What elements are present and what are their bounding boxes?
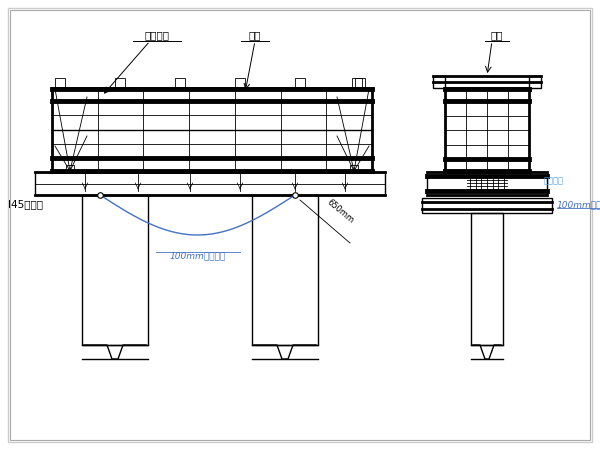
Text: 650mm: 650mm [325,198,355,225]
Bar [175,78,185,88]
Bar [35,172,385,195]
Text: 型鉢背枡: 型鉢背枡 [145,30,170,40]
Bar [252,195,318,345]
Bar [295,78,305,88]
Bar [350,165,358,173]
Bar [66,165,74,173]
Bar [445,88,529,172]
Bar [422,198,552,213]
Text: 100mm圆鉢扁担: 100mm圆鉢扁担 [169,251,226,260]
Text: 对拉螺栓: 对拉螺栓 [544,176,564,185]
Bar [115,78,125,88]
Text: 拉杆: 拉杆 [491,30,503,40]
Bar [235,78,245,88]
Bar [55,78,65,88]
Bar [433,76,445,88]
Bar [352,78,362,88]
Bar [471,213,503,345]
Bar [427,172,547,195]
Bar [529,76,541,88]
Text: 鉢模: 鉢模 [249,30,261,40]
Bar [52,88,372,172]
Text: I45承重梁: I45承重梁 [8,199,43,209]
Bar [82,195,148,345]
Text: 100mm圆鉢扁担: 100mm圆鉢扁担 [557,201,600,210]
Bar [355,78,365,88]
